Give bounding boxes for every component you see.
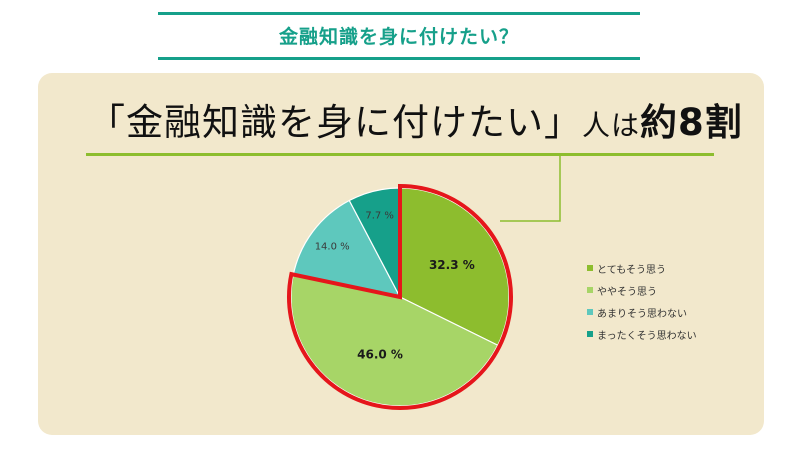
legend-label: ややそう思う	[597, 286, 657, 298]
headline-mid: 人は	[582, 109, 641, 142]
headline-underline	[86, 153, 714, 156]
header-bottom-rule	[158, 57, 640, 60]
pie-data-labels: 32.3 % 46.0 % 14.0 % 7.7 %	[315, 210, 475, 361]
legend-swatch	[587, 265, 593, 271]
pie-slices	[290, 187, 510, 407]
highlight-outline	[287, 183, 513, 410]
pie-highlight-outline	[287, 183, 513, 410]
legend-item-1: とてもそう思う	[587, 258, 697, 278]
header-top-rule	[158, 12, 640, 15]
headline-emphasis: 約8割	[640, 101, 743, 144]
legend-label: とてもそう思う	[597, 264, 666, 276]
legend-item-2: ややそう思う	[587, 280, 697, 300]
pie-label-1: 32.3 %	[429, 258, 475, 272]
headline-quoted: 「金融知識を身に付けたい」	[88, 101, 582, 144]
pie-slice-1	[399, 187, 510, 347]
pie-slice-2	[290, 273, 499, 407]
pie-slice-3	[292, 199, 402, 298]
pie-label-3: 14.0 %	[315, 242, 350, 253]
legend-label: あまりそう思わない	[597, 308, 687, 320]
pie-label-4: 7.7 %	[365, 210, 394, 221]
headline: 「金融知識を身に付けたい」人は約8割	[88, 92, 742, 146]
chart-legend: とてもそう思う ややそう思うあまりそう思わない まったくそう思わない	[587, 258, 697, 346]
connector-line	[500, 156, 561, 222]
header-title: 金融知識を身に付けたい？	[278, 26, 519, 48]
callout-connector	[500, 156, 561, 222]
legend-swatch	[587, 331, 593, 337]
legend-swatch	[587, 309, 593, 315]
pie-label-2: 46.0 %	[357, 348, 403, 362]
legend-item-4: まったくそう思わない	[587, 324, 697, 344]
legend-label: まったくそう思わない	[597, 330, 697, 342]
legend-item-3: あまりそう思わない	[587, 302, 697, 322]
legend-swatch	[587, 287, 593, 293]
